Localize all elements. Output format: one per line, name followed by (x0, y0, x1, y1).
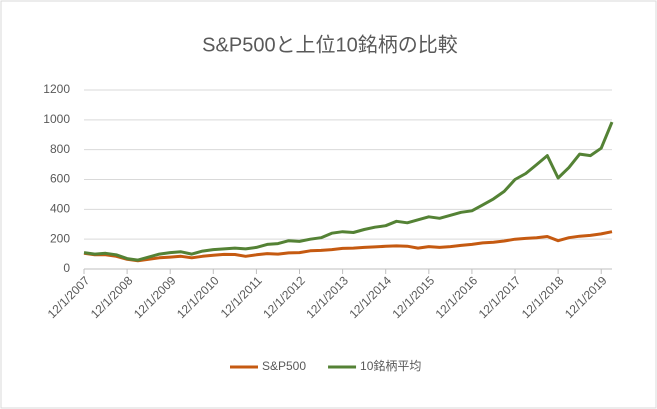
chart-title: S&P500と上位10銘柄の比較 (202, 33, 458, 56)
y-tick-label: 400 (50, 202, 70, 216)
y-tick-label: 0 (63, 261, 70, 275)
legend-label: S&P500 (262, 359, 306, 373)
y-tick-label: 1000 (43, 112, 70, 126)
y-tick-label: 800 (50, 142, 70, 156)
y-tick-label: 200 (50, 231, 70, 245)
data-line (83, 121, 614, 262)
y-tick-label: 1200 (43, 82, 70, 96)
legend-label: 10銘柄平均 (360, 358, 421, 373)
data-line (83, 230, 613, 263)
y-tick-label: 600 (50, 172, 70, 186)
